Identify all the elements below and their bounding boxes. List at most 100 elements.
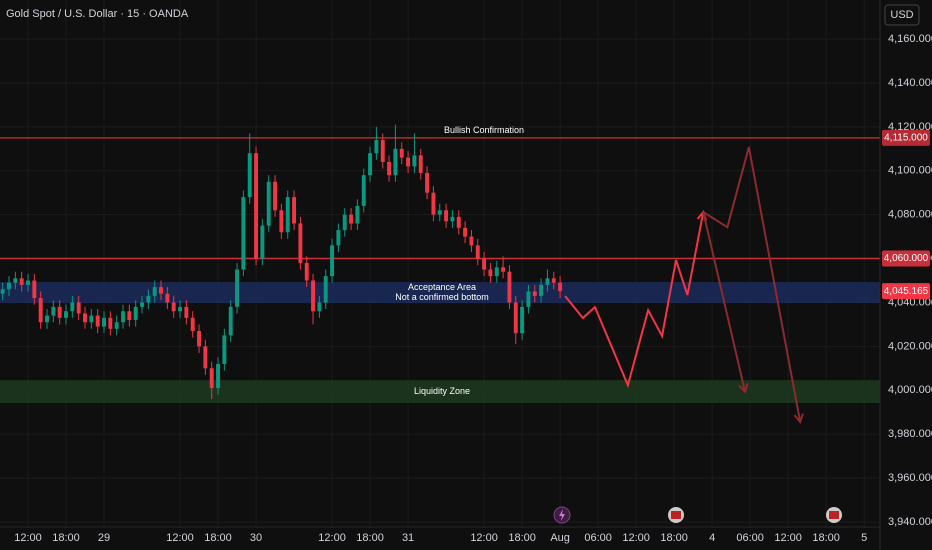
candle-body (431, 192, 436, 215)
x-tick-label: 06:00 (584, 532, 612, 544)
arrow-head (793, 413, 804, 425)
x-tick-label: 4 (709, 532, 715, 544)
candle-body (349, 214, 354, 224)
x-tick-label: 29 (98, 532, 110, 544)
candle-body (266, 181, 271, 226)
candle-body (361, 175, 366, 206)
x-tick-label: 18:00 (356, 532, 384, 544)
candle-body (298, 223, 303, 263)
candle-body (532, 291, 537, 296)
x-tick-label: Aug (550, 532, 570, 544)
candle-body (513, 302, 518, 334)
candle-body (393, 148, 398, 176)
candle-body (0, 289, 5, 294)
last-price-label: 4,045.165 (884, 286, 929, 297)
y-tick-label: 3,940.000 (888, 516, 932, 528)
candle-body (235, 269, 240, 307)
candle-body (127, 311, 132, 321)
candle-body (539, 284, 544, 296)
projection-path (564, 211, 705, 389)
y-tick-label: 4,120.000 (888, 121, 932, 133)
price-tag (882, 129, 930, 146)
candle-body (558, 282, 563, 292)
candle-body (70, 302, 75, 312)
event-icons (553, 506, 842, 524)
x-tick-label: 5 (861, 532, 867, 544)
candle-body (178, 306, 182, 312)
x-tick-label: 12:00 (14, 532, 42, 544)
candle-body (463, 227, 468, 237)
y-tick-label: 4,100.000 (888, 165, 932, 177)
candle-body (374, 140, 379, 154)
x-tick-label: 12:00 (166, 532, 194, 544)
candle-body (13, 278, 18, 283)
candle-body (456, 216, 461, 228)
projection-path (702, 146, 802, 423)
y-tick-label: 4,080.000 (888, 209, 932, 221)
candle-body (501, 267, 506, 272)
currency-button[interactable] (884, 4, 920, 26)
x-tick-label: 31 (402, 532, 414, 544)
candle-body (222, 335, 227, 364)
candle-body (260, 225, 265, 259)
price-tag-label: 4,060.000 (884, 253, 929, 264)
candle-body (184, 306, 189, 318)
level-label: Bullish Confirmation (444, 125, 524, 135)
zone-label: Acceptance Area (408, 282, 476, 292)
candle-body (89, 315, 94, 323)
candle-body (45, 315, 49, 323)
candle-body (488, 269, 493, 277)
projection-path (702, 211, 747, 393)
candle-body (412, 155, 417, 167)
currency[interactable]: USD (890, 9, 913, 21)
candle-body (507, 271, 512, 303)
candle-body (418, 155, 423, 173)
price-tag (882, 250, 930, 267)
candle-body (279, 210, 284, 233)
candle-body (330, 245, 335, 277)
candle-body (241, 197, 246, 270)
candle-body (545, 278, 550, 285)
candle-body (133, 306, 138, 321)
candle-body (520, 306, 525, 334)
zone-label: Liquidity Zone (414, 386, 470, 396)
candle-body (190, 317, 195, 331)
candle-body (26, 280, 30, 285)
candle-body (482, 258, 487, 270)
candle-body (159, 287, 163, 294)
x-tick-label: 12:00 (470, 532, 498, 544)
price-tag-label: 4,115.000 (884, 132, 928, 143)
arrow-head (738, 383, 749, 395)
x-tick-label: 18:00 (52, 532, 80, 544)
candle-body (437, 210, 442, 215)
candle-body (273, 181, 278, 211)
candle-body (368, 153, 373, 176)
candle-body (380, 140, 385, 162)
candle-body (64, 311, 68, 318)
y-tick-label: 4,140.000 (888, 77, 932, 89)
candle-body (469, 236, 474, 246)
candle-body (387, 161, 392, 176)
candle-body (76, 302, 81, 314)
candle-body (140, 302, 144, 307)
candle-body (114, 322, 119, 329)
candle-body (38, 298, 43, 323)
candle-body (336, 230, 341, 246)
y-tick-label: 4,000.000 (888, 384, 932, 396)
candle-body (32, 280, 37, 299)
candle-body (146, 295, 151, 303)
candle-body (444, 210, 449, 222)
candle-body (19, 278, 24, 285)
candle-body (254, 153, 259, 259)
candle-body (108, 317, 113, 329)
candle-body (102, 317, 106, 327)
candle-body (171, 302, 176, 312)
zone (0, 282, 880, 304)
candle-body (311, 280, 316, 312)
candle-body (152, 287, 157, 296)
zone-label: Not a confirmed bottom (395, 292, 489, 302)
candle-body (7, 282, 11, 290)
